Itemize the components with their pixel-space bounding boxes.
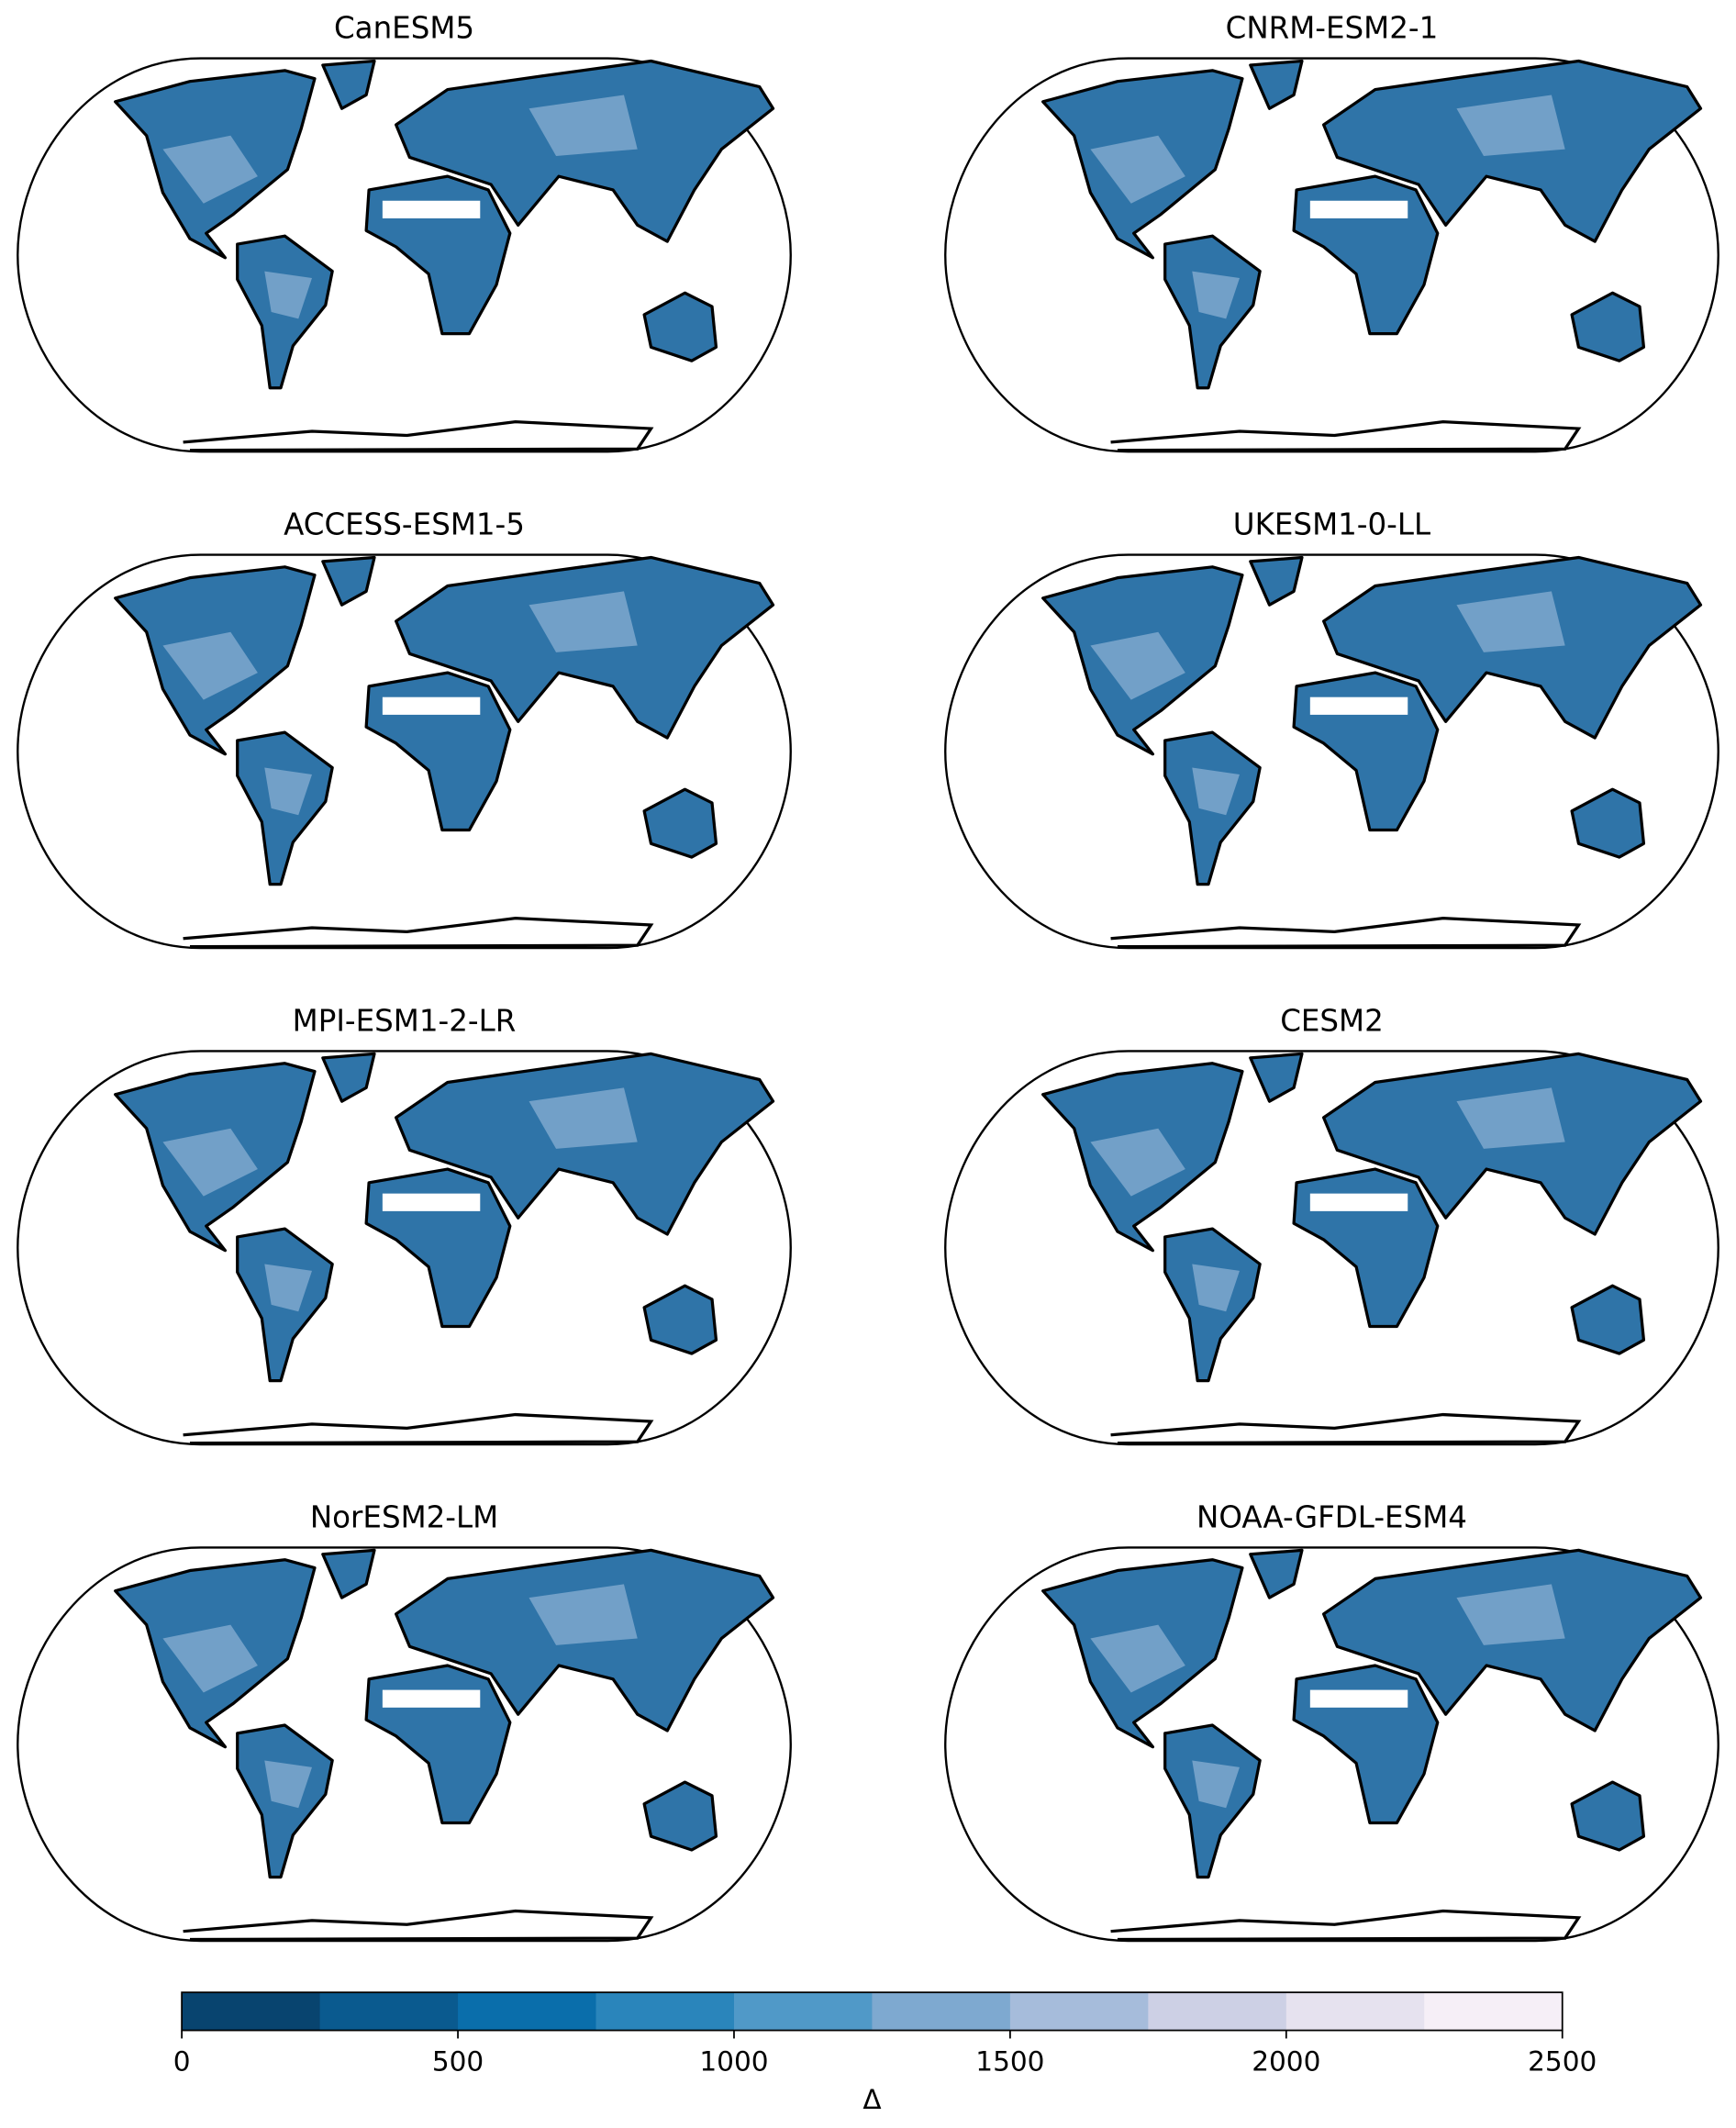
map-panel: CNRM-ESM2-1 <box>943 11 1720 453</box>
world-map <box>16 1545 793 1943</box>
colorbar-swatch <box>1148 1992 1287 2031</box>
panel-title: UKESM1-0-LL <box>1233 507 1430 541</box>
world-map <box>16 56 793 453</box>
map-panel: ACCESS-ESM1-5 <box>16 507 793 950</box>
map-panel: UKESM1-0-LL <box>943 507 1720 950</box>
world-map <box>943 552 1720 950</box>
world-map <box>943 1545 1720 1943</box>
colorbar-swatch <box>872 1992 1011 2031</box>
panel-title: MPI-ESM1-2-LR <box>293 1003 517 1038</box>
colorbar-swatch <box>1285 1992 1425 2031</box>
map-panel: MPI-ESM1-2-LR <box>16 1003 793 1446</box>
colorbar: 0 500 1000 1500 2000 2500 Δ <box>173 1991 1597 2115</box>
colorbar-label: Δ <box>862 2084 881 2115</box>
world-map <box>16 552 793 950</box>
map-panel: NorESM2-LM <box>16 1499 793 1943</box>
colorbar-tick-label: 2500 <box>1528 2046 1597 2078</box>
panel-title: CanESM5 <box>334 11 474 46</box>
colorbar-tick-label: 500 <box>432 2046 484 2078</box>
colorbar-swatch <box>733 1992 873 2031</box>
world-map <box>943 56 1720 453</box>
map-panel: NOAA-GFDL-ESM4 <box>943 1499 1720 1943</box>
colorbar-swatch <box>182 1992 321 2031</box>
colorbar-tick-label: 1500 <box>975 2046 1044 2078</box>
colorbar-tick-label: 2000 <box>1252 2046 1320 2078</box>
panel-title: CNRM-ESM2-1 <box>1226 11 1439 46</box>
world-map <box>943 1049 1720 1446</box>
panel-title: CESM2 <box>1280 1003 1384 1038</box>
panel-title: NOAA-GFDL-ESM4 <box>1196 1499 1467 1534</box>
world-map <box>16 1049 793 1446</box>
panel-title: ACCESS-ESM1-5 <box>284 507 525 541</box>
colorbar-tick-label: 1000 <box>699 2046 768 2078</box>
colorbar-swatch <box>595 1992 735 2031</box>
colorbar-swatch <box>319 1992 459 2031</box>
colorbar-frame <box>181 1991 1564 2032</box>
map-panel: CESM2 <box>943 1003 1720 1446</box>
map-panel: CanESM5 <box>16 11 793 453</box>
colorbar-swatch <box>1009 1992 1149 2031</box>
panel-title: NorESM2-LM <box>310 1499 498 1534</box>
colorbar-swatch <box>1424 1992 1564 2031</box>
colorbar-swatch <box>458 1992 596 2031</box>
colorbar-tick-label: 0 <box>173 2046 191 2078</box>
